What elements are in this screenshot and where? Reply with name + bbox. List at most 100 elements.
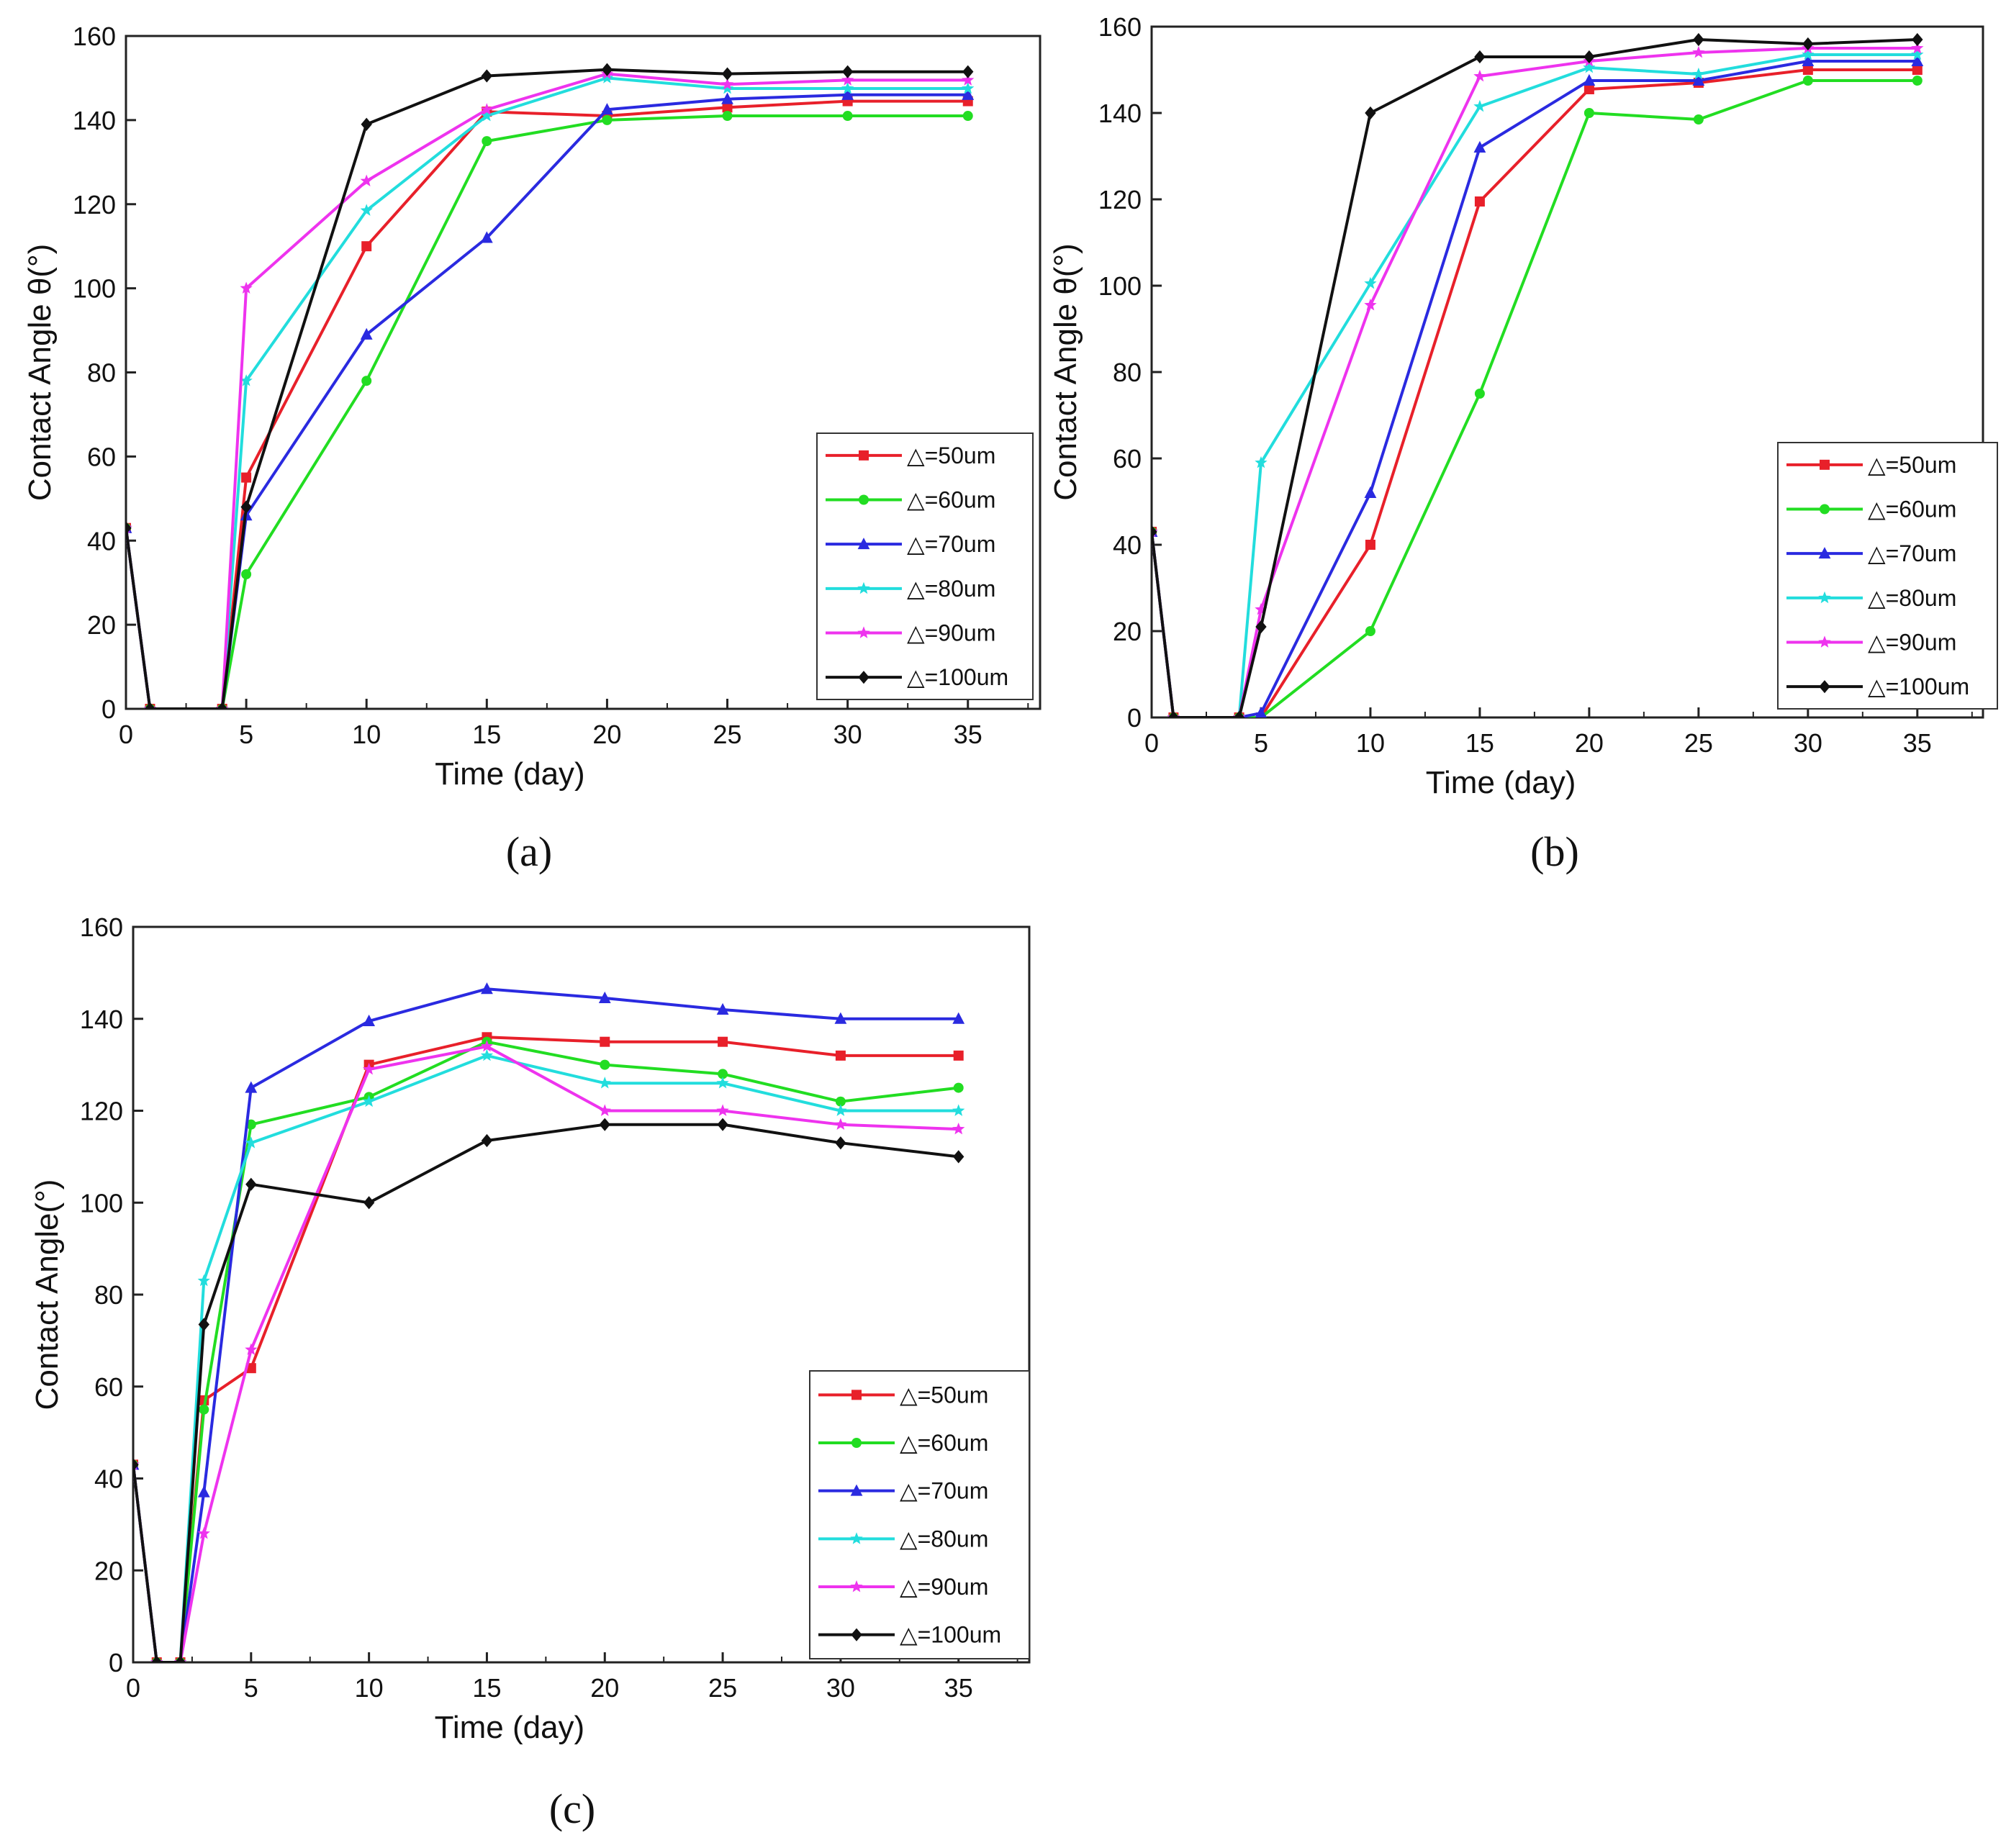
data-point (1365, 106, 1376, 120)
data-point (1911, 54, 1924, 66)
chart-a: 0 20 40 60 80 100 120 140 160 0 5 10 15 20 25 30 35 Time … (22, 22, 1042, 792)
legend-item: △=90um (1786, 630, 1956, 656)
x-tick-label: 0 (1144, 728, 1159, 758)
legend-label: △=70um (907, 531, 995, 557)
legend-box (1777, 442, 1998, 710)
y-tick-label: 160 (73, 22, 116, 51)
data-point (952, 1123, 965, 1135)
data-point (133, 1458, 139, 1472)
legend-item: △=80um (818, 1526, 988, 1552)
data-point (481, 982, 493, 995)
y-tick-label: 80 (94, 1280, 123, 1310)
data-point (245, 1363, 256, 1374)
x-tick-label: 10 (1356, 728, 1385, 758)
data-point (363, 1095, 376, 1108)
legend-marker (1818, 635, 1831, 648)
data-point (841, 73, 854, 86)
y-tick-label: 20 (94, 1556, 123, 1585)
data-point (1693, 114, 1704, 124)
data-point (962, 81, 975, 94)
data-point (1365, 540, 1375, 550)
y-tick-label: 140 (73, 106, 116, 135)
data-point (174, 1655, 186, 1662)
x-tick-label: 5 (1254, 728, 1268, 758)
data-point (245, 1081, 258, 1093)
data-point (952, 1012, 965, 1024)
x-tick-label: 35 (954, 720, 982, 749)
legend-item: △=80um (1786, 585, 1956, 611)
data-point (1255, 456, 1268, 468)
data-point (1473, 99, 1486, 112)
data-point (482, 136, 492, 147)
data-point (480, 1048, 494, 1061)
legend-marker (1820, 459, 1830, 470)
data-point (834, 1104, 847, 1116)
data-point (1911, 41, 1924, 54)
series-line (126, 72, 968, 709)
x-tick-label: 30 (1794, 728, 1822, 758)
data-point (198, 1318, 209, 1331)
x-tick-label: 10 (355, 1673, 384, 1703)
legend-label: △=90um (900, 1574, 988, 1600)
data-point (360, 327, 373, 340)
x-axis-title: Time (day) (435, 756, 585, 792)
data-point (480, 103, 493, 115)
data-point (1583, 108, 1594, 118)
x-tick-label: 35 (1903, 728, 1932, 758)
x-tick-label: 5 (244, 1673, 258, 1703)
x-tick-label: 30 (826, 1673, 855, 1703)
legend: △=50um △=60um △=70um △=80um △=90um △=100um (816, 432, 1034, 700)
data-point (962, 111, 973, 122)
data-point (953, 1082, 964, 1093)
data-point (600, 1036, 610, 1047)
data-point (1364, 486, 1377, 498)
panel-b: 0 20 40 60 80 100 120 140 160 0 5 10 15 20 25 30 35 Time … (1036, 0, 2006, 885)
legend-item: △=100um (818, 1622, 1001, 1648)
legend-label: △=60um (907, 487, 995, 513)
data-point (1152, 525, 1157, 539)
data-point (1473, 140, 1486, 153)
data-point (600, 71, 614, 83)
y-tick-label: 80 (87, 358, 116, 388)
legend-item: △=70um (818, 1478, 988, 1504)
x-tick-label: 0 (126, 1673, 140, 1703)
series-line (126, 114, 968, 709)
y-tick-label: 160 (1098, 12, 1142, 42)
legend-marker (851, 1628, 862, 1641)
x-tick-label: 10 (352, 720, 381, 749)
legend-label: △=80um (900, 1526, 988, 1552)
y-tick-label: 100 (1098, 271, 1142, 301)
y-axis: 0 20 40 60 80 100 120 140 160 (73, 22, 136, 724)
data-point (1233, 710, 1245, 717)
data-point (1583, 73, 1596, 86)
x-axis-title: Time (day) (435, 1710, 585, 1745)
series-line (1152, 79, 1917, 717)
y-tick-label: 60 (94, 1372, 123, 1402)
y-axis-title: Contact Angle θ(°) (22, 244, 58, 502)
y-tick-label: 60 (87, 442, 116, 471)
y-tick-label: 40 (94, 1464, 123, 1494)
legend-item: △=100um (826, 664, 1008, 690)
series-3 (133, 982, 965, 1662)
data-point (841, 88, 854, 100)
x-tick-label: 5 (239, 720, 253, 749)
legend-item: △=70um (1786, 540, 1956, 566)
x-axis: 0 5 10 15 20 25 30 35 (119, 699, 1029, 749)
legend-item: △=80um (826, 576, 995, 602)
legend-marker (851, 1390, 862, 1400)
legend-item: △=50um (826, 443, 995, 468)
data-point (481, 69, 493, 83)
data-point (600, 1059, 610, 1070)
y-axis-title: Contact Angle θ(°) (1048, 243, 1083, 501)
y-tick-label: 120 (1098, 185, 1142, 214)
legend-marker (1818, 547, 1831, 559)
y-tick-label: 60 (1113, 444, 1142, 474)
data-point (245, 1343, 258, 1355)
series-line (126, 99, 968, 709)
data-point (1912, 65, 1923, 75)
data-point (716, 1077, 729, 1089)
y-tick-label: 160 (80, 912, 123, 942)
data-point (835, 1096, 846, 1107)
x-tick-label: 20 (590, 1673, 619, 1703)
data-point (361, 241, 372, 252)
